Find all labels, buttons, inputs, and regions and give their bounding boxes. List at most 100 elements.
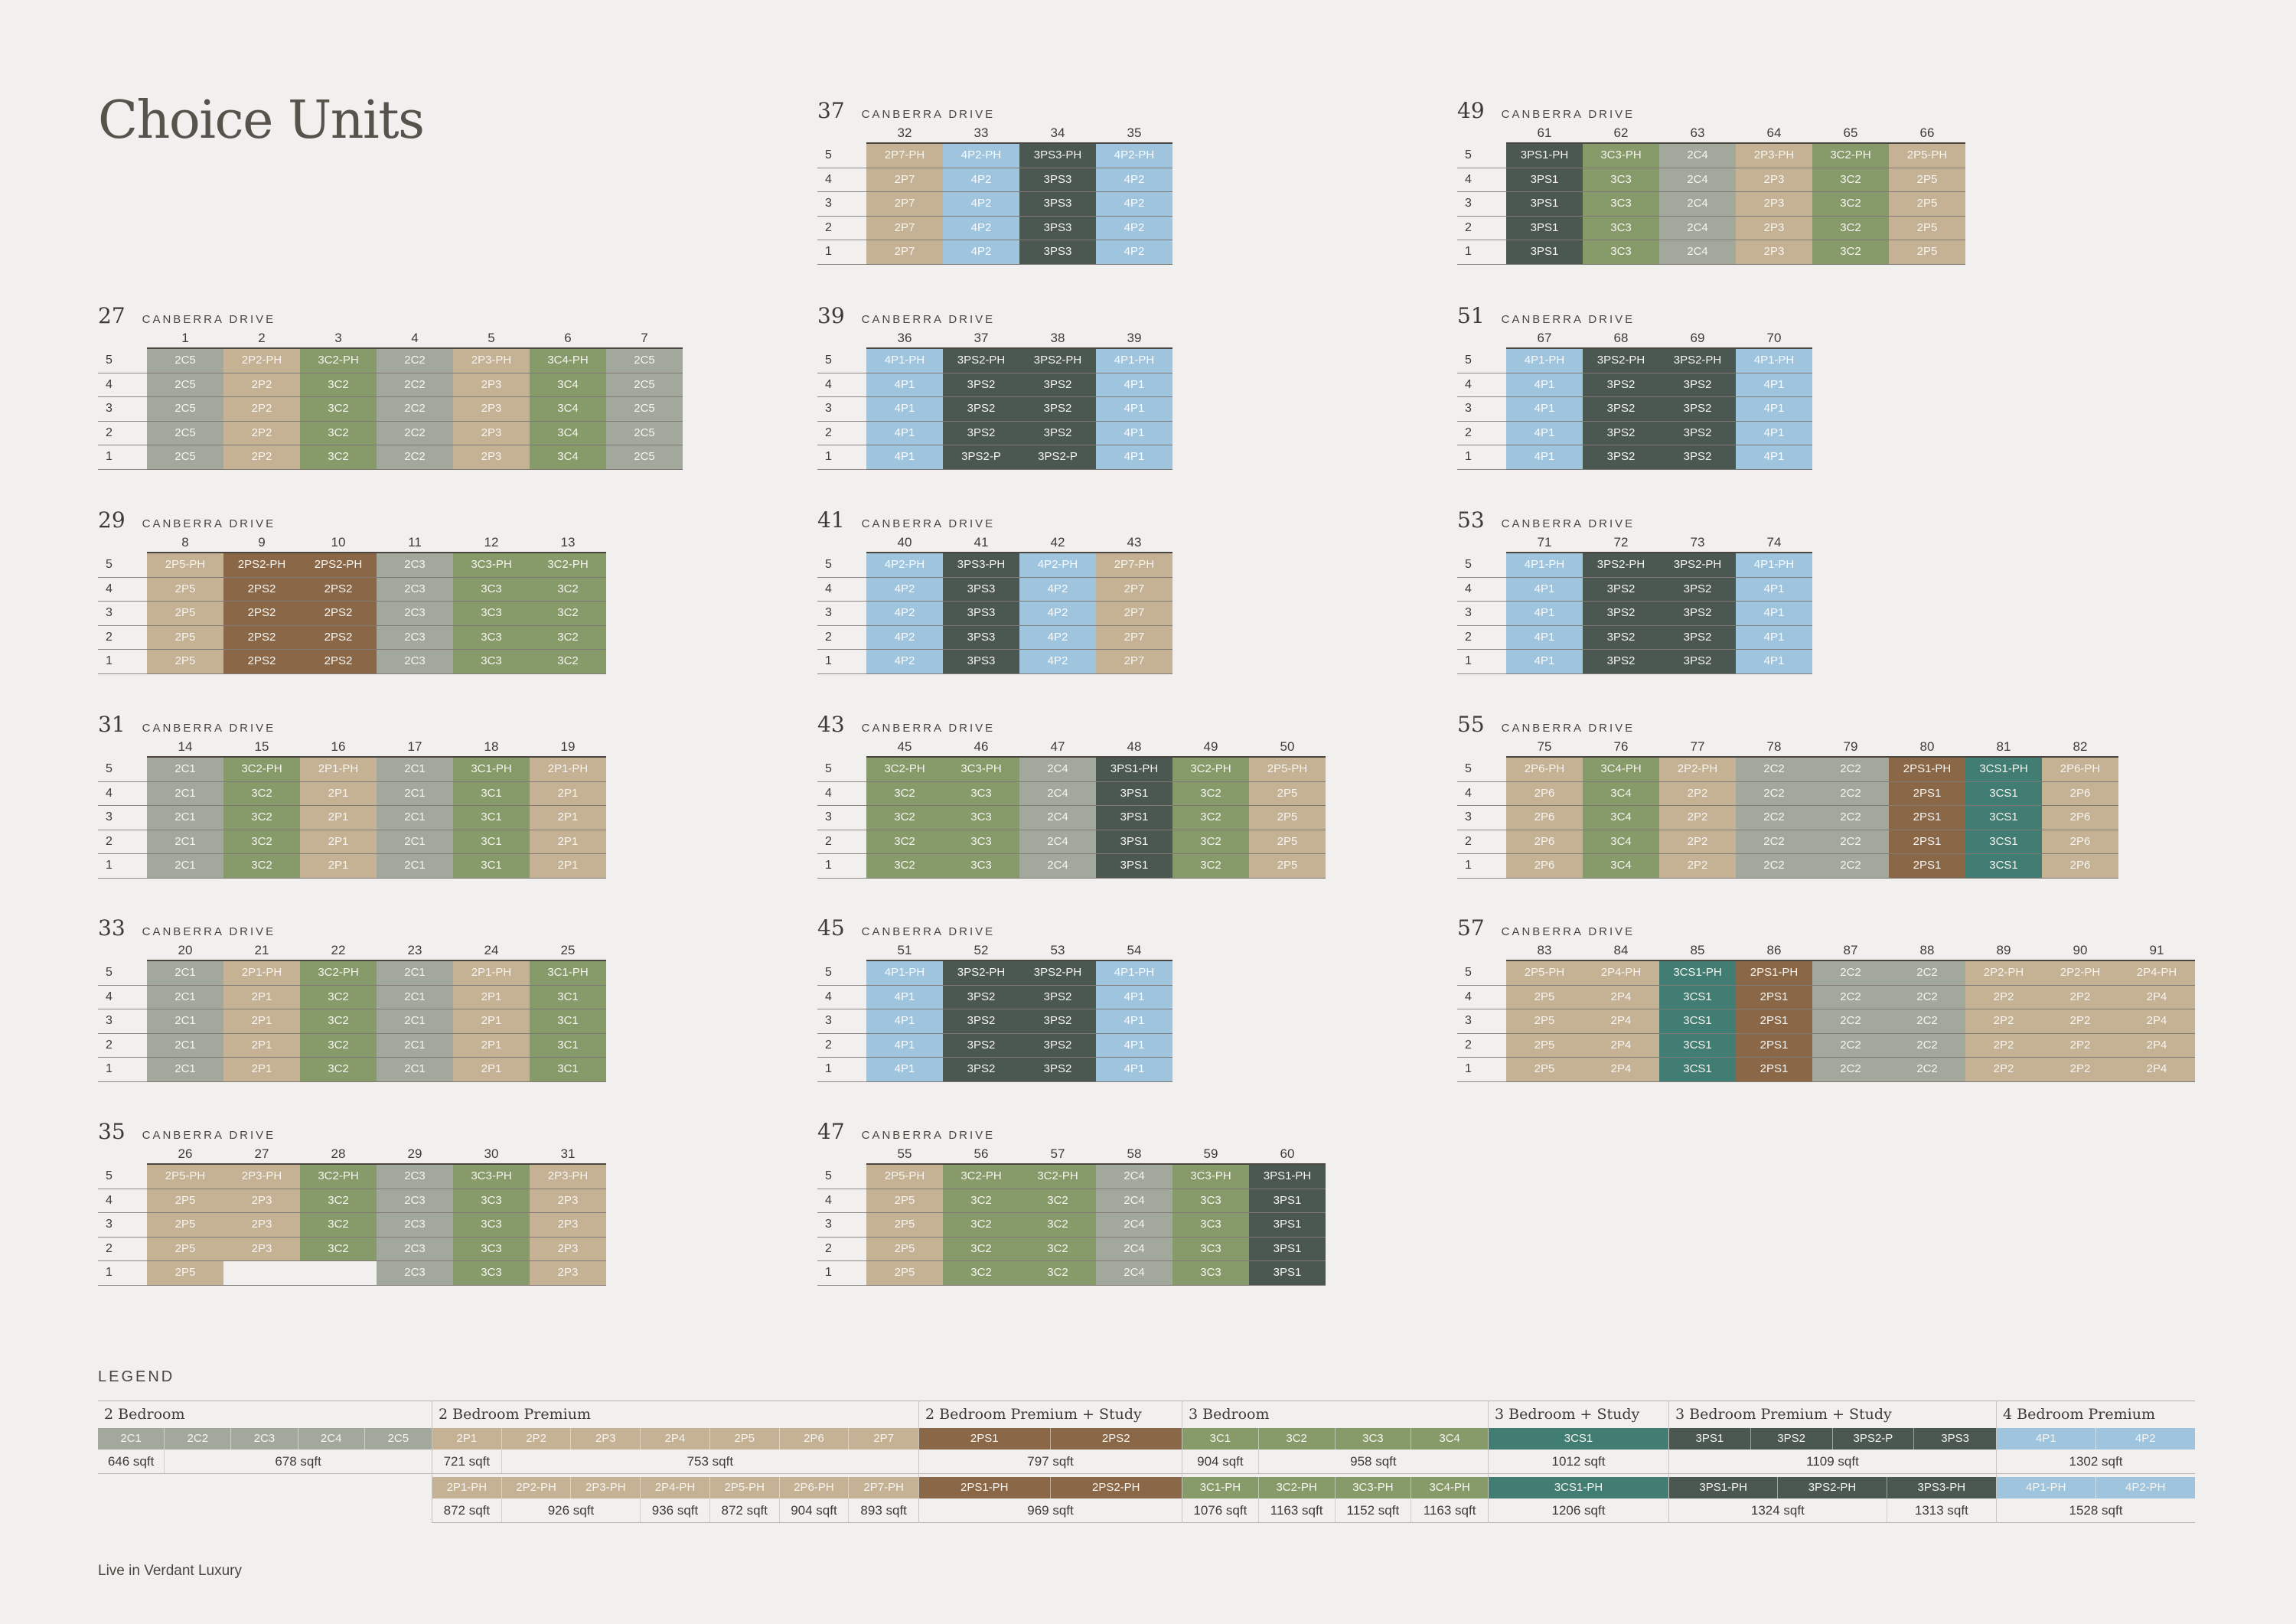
- unit-cell[interactable]: 2C2: [1736, 806, 1812, 830]
- unit-cell[interactable]: 2C4: [1659, 192, 1736, 217]
- unit-cell[interactable]: 3PS2: [1659, 650, 1736, 674]
- unit-cell[interactable]: 2P5: [147, 1237, 223, 1261]
- unit-cell[interactable]: 2C3: [377, 1237, 453, 1261]
- unit-cell[interactable]: 2C2: [1889, 985, 1965, 1009]
- unit-cell[interactable]: 2P5: [866, 1213, 943, 1238]
- unit-cell[interactable]: 2PS1: [1889, 854, 1965, 879]
- unit-cell[interactable]: 4P1: [866, 421, 943, 445]
- unit-cell[interactable]: 2C1: [377, 1058, 453, 1082]
- unit-cell[interactable]: 4P1: [866, 1009, 943, 1034]
- unit-cell[interactable]: 3C3: [453, 1189, 530, 1213]
- unit-cell[interactable]: 3PS2-PH: [1019, 349, 1096, 373]
- unit-cell[interactable]: 3PS3: [943, 602, 1019, 626]
- unit-cell[interactable]: 3C4-PH: [530, 349, 606, 373]
- unit-cell[interactable]: 2P5: [1506, 985, 1583, 1009]
- unit-cell[interactable]: 2P6: [1506, 830, 1583, 854]
- unit-cell[interactable]: 4P2: [866, 602, 943, 626]
- unit-cell[interactable]: 2C3: [377, 553, 453, 578]
- unit-cell[interactable]: 3C2: [223, 806, 300, 830]
- unit-cell[interactable]: 3C4: [530, 445, 606, 470]
- unit-cell[interactable]: 2P5-PH: [1506, 961, 1583, 986]
- unit-cell[interactable]: 2P1-PH: [300, 758, 377, 782]
- unit-cell[interactable]: 2C2: [377, 373, 453, 397]
- unit-cell[interactable]: 3C3: [1172, 1213, 1249, 1238]
- unit-cell[interactable]: 3PS3: [1019, 240, 1096, 265]
- unit-cell[interactable]: 3PS2: [1019, 1058, 1096, 1082]
- unit-cell[interactable]: 4P1: [1096, 985, 1172, 1009]
- unit-cell[interactable]: 3C2: [1812, 192, 1889, 217]
- unit-cell[interactable]: 2P2-PH: [1965, 961, 2042, 986]
- unit-cell[interactable]: 4P1: [1506, 577, 1583, 602]
- unit-cell[interactable]: 2P2: [2042, 1058, 2118, 1082]
- unit-cell[interactable]: 3PS2-PH: [943, 961, 1019, 986]
- unit-cell[interactable]: 2C2: [1812, 985, 1889, 1009]
- unit-cell[interactable]: 4P1: [1736, 650, 1812, 674]
- unit-cell[interactable]: 2P5: [1249, 806, 1326, 830]
- unit-cell[interactable]: 2C1: [147, 758, 223, 782]
- unit-cell[interactable]: 3C2: [943, 1213, 1019, 1238]
- unit-cell[interactable]: 2P1: [223, 985, 300, 1009]
- unit-cell[interactable]: 2PS1: [1889, 781, 1965, 806]
- unit-cell[interactable]: 4P1-PH: [1506, 553, 1583, 578]
- unit-cell[interactable]: 2P4: [1583, 1009, 1659, 1034]
- unit-cell[interactable]: 4P2-PH: [1096, 144, 1172, 168]
- unit-cell[interactable]: 2P5: [1249, 781, 1326, 806]
- unit-cell[interactable]: 4P1: [866, 397, 943, 422]
- unit-cell[interactable]: 2P1: [530, 854, 606, 879]
- unit-cell[interactable]: 3PS1: [1506, 216, 1583, 240]
- unit-cell[interactable]: 2C2: [1812, 806, 1889, 830]
- unit-cell[interactable]: 3PS2-PH: [1583, 553, 1659, 578]
- unit-cell[interactable]: 3PS2: [943, 397, 1019, 422]
- unit-cell[interactable]: 3C4: [1583, 781, 1659, 806]
- unit-cell[interactable]: 2PS1: [1889, 806, 1965, 830]
- unit-cell[interactable]: 3PS1: [1096, 781, 1172, 806]
- unit-cell[interactable]: 2C2: [1812, 1058, 1889, 1082]
- unit-cell[interactable]: 3PS1: [1096, 830, 1172, 854]
- unit-cell[interactable]: 3PS3-PH: [1019, 144, 1096, 168]
- unit-cell[interactable]: 4P2: [1096, 216, 1172, 240]
- unit-cell[interactable]: 3C4: [530, 421, 606, 445]
- unit-cell[interactable]: 2P6: [2042, 854, 2118, 879]
- unit-cell[interactable]: 3PS3: [1019, 216, 1096, 240]
- unit-cell[interactable]: 2P2: [2042, 985, 2118, 1009]
- unit-cell[interactable]: 3C2: [223, 854, 300, 879]
- unit-cell[interactable]: 3C2: [300, 1189, 377, 1213]
- unit-cell[interactable]: 2P3: [530, 1261, 606, 1286]
- unit-cell[interactable]: 2P5: [1506, 1009, 1583, 1034]
- unit-cell[interactable]: 4P1: [1096, 421, 1172, 445]
- unit-cell[interactable]: 2C2: [1736, 781, 1812, 806]
- unit-cell[interactable]: 4P1: [1506, 650, 1583, 674]
- unit-cell[interactable]: 2P5: [147, 1213, 223, 1238]
- unit-cell[interactable]: 4P1: [1506, 445, 1583, 470]
- unit-cell[interactable]: 2P7-PH: [866, 144, 943, 168]
- unit-cell[interactable]: 3C2: [300, 1033, 377, 1058]
- unit-cell[interactable]: 3C2: [1172, 806, 1249, 830]
- unit-cell[interactable]: 3C3-PH: [1583, 144, 1659, 168]
- unit-cell[interactable]: 3C2: [866, 781, 943, 806]
- unit-cell[interactable]: 2C2: [1889, 1058, 1965, 1082]
- unit-cell[interactable]: 2P1: [300, 781, 377, 806]
- unit-cell[interactable]: 2P3: [530, 1237, 606, 1261]
- unit-cell[interactable]: 3PS3: [1019, 168, 1096, 192]
- unit-cell[interactable]: 2C4: [1659, 168, 1736, 192]
- unit-cell[interactable]: 2C5: [606, 421, 683, 445]
- unit-cell[interactable]: 2P3: [453, 397, 530, 422]
- unit-cell[interactable]: 3C2: [943, 1261, 1019, 1286]
- unit-cell[interactable]: 4P1: [1736, 445, 1812, 470]
- unit-cell[interactable]: 3PS1-PH: [1096, 758, 1172, 782]
- unit-cell[interactable]: 2C1: [377, 830, 453, 854]
- unit-cell[interactable]: 2C2: [1812, 854, 1889, 879]
- unit-cell[interactable]: 2PS2: [223, 650, 300, 674]
- unit-cell[interactable]: 3C2-PH: [943, 1165, 1019, 1189]
- unit-cell[interactable]: 2P7: [866, 240, 943, 265]
- unit-cell[interactable]: 2C1: [147, 806, 223, 830]
- unit-cell[interactable]: 2C1: [377, 985, 453, 1009]
- unit-cell[interactable]: 2P2: [1965, 1009, 2042, 1034]
- unit-cell[interactable]: 2P3-PH: [223, 1165, 300, 1189]
- unit-cell[interactable]: 4P1-PH: [1736, 349, 1812, 373]
- unit-cell[interactable]: 3PS2: [1019, 1033, 1096, 1058]
- unit-cell[interactable]: 3C3-PH: [453, 1165, 530, 1189]
- unit-cell[interactable]: 3C2: [1812, 240, 1889, 265]
- unit-cell[interactable]: 4P2: [1019, 650, 1096, 674]
- unit-cell[interactable]: 4P2: [943, 168, 1019, 192]
